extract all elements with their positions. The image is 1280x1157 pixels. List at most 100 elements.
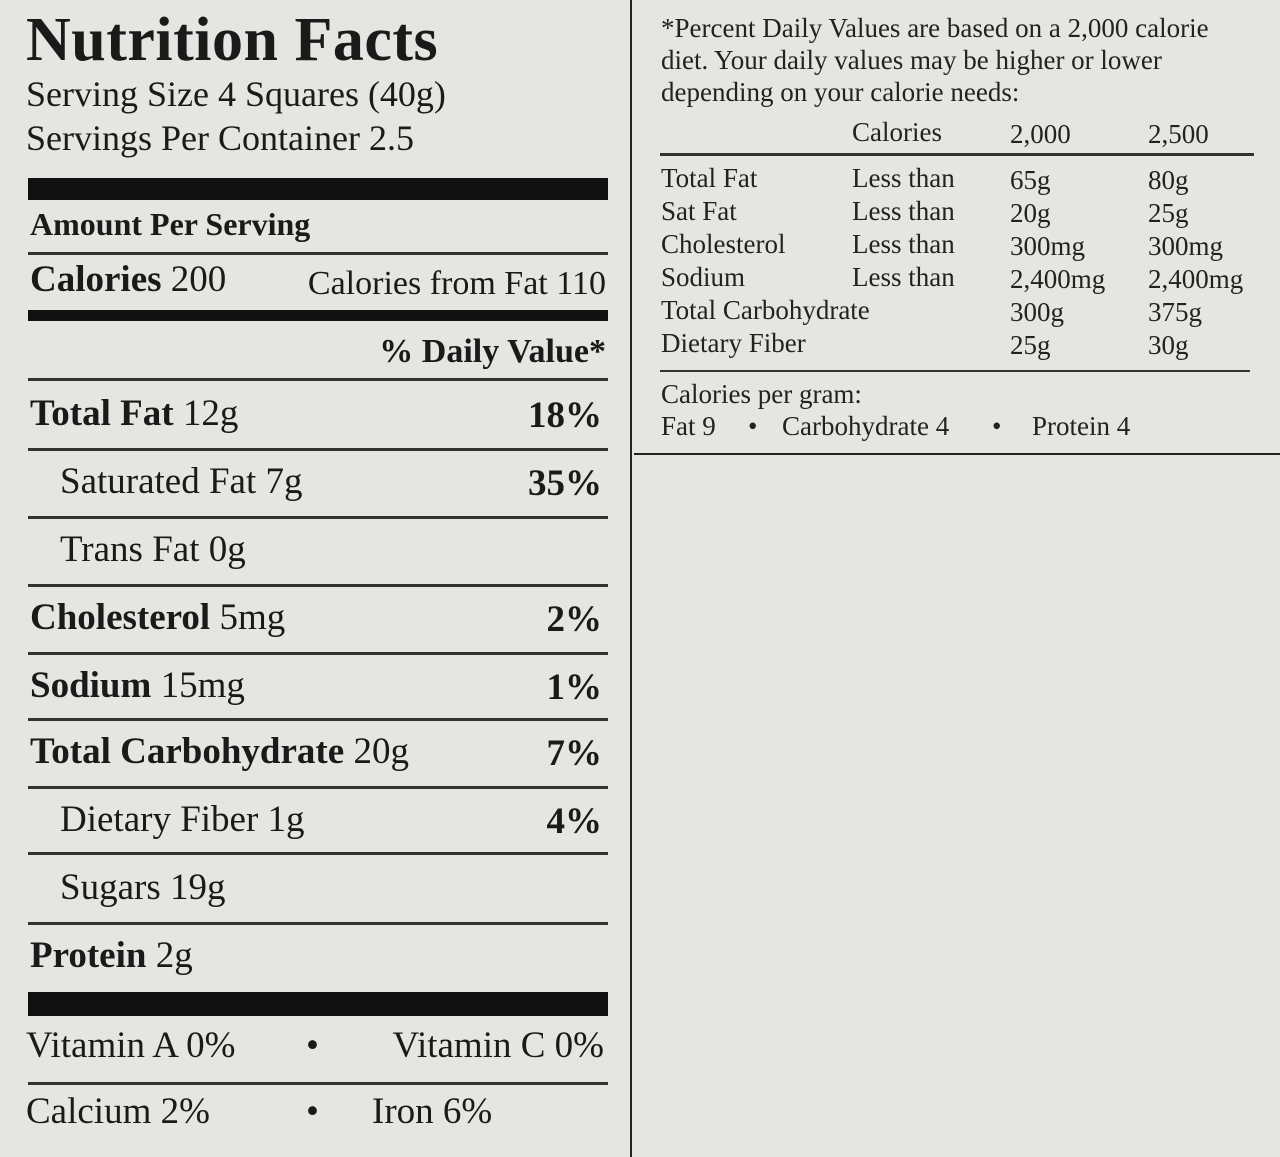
- nutrient-name: Trans Fat: [60, 529, 200, 570]
- divider: [28, 448, 608, 451]
- dv-row-qualifier: Less than: [852, 196, 955, 226]
- dv-row-2000: 65g: [1010, 165, 1051, 195]
- footnote-line-1: *Percent Daily Values are based on a 2,0…: [661, 13, 1209, 43]
- divider: [28, 378, 608, 381]
- header-calories: Calories: [852, 117, 942, 147]
- divider: [28, 516, 608, 519]
- divider: [28, 652, 608, 655]
- divider: [28, 786, 608, 789]
- nutrient-saturated-fat: Saturated Fat 7g: [60, 460, 303, 504]
- nutrient-amount: 0g: [208, 529, 246, 570]
- vitamin-c: Vitamin C 0%: [392, 1025, 604, 1066]
- dv-row-2000: 300mg: [1010, 231, 1086, 261]
- footnote-line-3: depending on your calorie needs:: [661, 77, 1020, 107]
- nutrient-total-fat: Total Fat 12g: [30, 392, 238, 436]
- dv-row-name: Cholesterol: [661, 229, 786, 259]
- nutrient-cholesterol: Cholesterol 5mg: [30, 596, 285, 640]
- dv-row-2500: 30g: [1148, 330, 1189, 360]
- calories-per-gram: Calories per gram:: [661, 379, 862, 409]
- nutrient-name: Total Fat: [30, 393, 174, 434]
- dv-row-2500: 375g: [1148, 297, 1202, 327]
- nutrient-name: Dietary Fiber: [60, 799, 259, 840]
- nutrient-amount: 5mg: [219, 597, 286, 638]
- calcium: Calcium 2%: [26, 1091, 210, 1132]
- serving-size: Serving Size 4 Squares (40g): [26, 74, 446, 114]
- dv-row-2000: 2,400mg: [1010, 264, 1106, 294]
- bullet-separator: •: [748, 411, 758, 441]
- dv-row-qualifier: Less than: [852, 163, 955, 193]
- nutrient-name: Protein: [30, 935, 147, 976]
- nutrient-amount: 7g: [265, 461, 303, 502]
- nutrient-pct: 2%: [546, 599, 603, 640]
- daily-value-header: % Daily Value*: [379, 333, 606, 370]
- nutrient-pct: 1%: [546, 667, 603, 708]
- nutrient-name: Total Carbohydrate: [30, 731, 345, 772]
- bullet-separator: •: [992, 411, 1002, 441]
- dv-row-name: Total Carbohydrate: [661, 295, 870, 325]
- divider: [28, 252, 608, 255]
- dv-row-name: Dietary Fiber: [661, 328, 806, 358]
- daily-values-footnote: *Percent Daily Values are based on a 2,0…: [634, 0, 1280, 455]
- protein-per-gram: Protein 4: [1032, 411, 1131, 441]
- nutrient-sugars: Sugars 19g: [60, 866, 225, 910]
- nutrient-dietary-fiber: Dietary Fiber 1g: [60, 798, 305, 842]
- medium-divider: [28, 310, 608, 321]
- nutrient-pct: 35%: [528, 463, 602, 504]
- dv-row-2500: 25g: [1148, 198, 1189, 228]
- nutrient-amount: 15mg: [160, 665, 245, 706]
- divider: [660, 370, 1250, 372]
- dv-row-name: Sat Fat: [661, 196, 737, 226]
- label-title: Nutrition Facts: [26, 6, 439, 74]
- thick-divider: [28, 992, 608, 1016]
- amount-per-serving: Amount Per Serving: [30, 206, 311, 242]
- fat-per-gram: Fat 9: [661, 411, 716, 441]
- header-2000: 2,000: [1010, 119, 1071, 149]
- dv-row-2000: 25g: [1010, 330, 1051, 360]
- nutrient-protein: Protein 2g: [30, 934, 193, 978]
- nutrient-pct: 18%: [528, 395, 602, 436]
- divider: [28, 852, 608, 855]
- thick-divider: [28, 178, 608, 200]
- dv-row-2000: 20g: [1010, 198, 1051, 228]
- dv-row-2000: 300g: [1010, 297, 1064, 327]
- vitamin-a: Vitamin A 0%: [26, 1025, 236, 1066]
- divider: [660, 153, 1254, 156]
- nutrition-facts-panel: Nutrition Facts Serving Size 4 Squares (…: [0, 0, 632, 1157]
- nutrient-amount: 1g: [267, 799, 305, 840]
- divider: [28, 584, 608, 587]
- calories-value: 200: [170, 259, 227, 300]
- nutrient-name: Sugars: [60, 867, 161, 908]
- dv-row-qualifier: Less than: [852, 229, 955, 259]
- header-2500: 2,500: [1148, 119, 1209, 149]
- dv-row-name: Sodium: [661, 262, 746, 292]
- iron: Iron 6%: [372, 1091, 493, 1132]
- divider: [28, 922, 608, 925]
- nutrient-pct: 7%: [546, 733, 603, 774]
- nutrient-name: Cholesterol: [30, 597, 211, 638]
- bullet-separator: •: [306, 1025, 319, 1066]
- nutrient-name: Sodium: [30, 665, 152, 706]
- calories-label: Calories: [30, 259, 162, 300]
- servings-per-container: Servings Per Container 2.5: [26, 118, 414, 158]
- nutrient-amount: 2g: [155, 935, 193, 976]
- nutrient-amount: 19g: [169, 867, 226, 908]
- bullet-separator: •: [306, 1091, 319, 1132]
- nutrient-name: Saturated Fat: [60, 461, 257, 502]
- dv-row-qualifier: Less than: [852, 262, 955, 292]
- divider: [28, 718, 608, 721]
- dv-row-2500: 2,400mg: [1148, 264, 1244, 294]
- nutrient-total-carbohydrate: Total Carbohydrate 20g: [30, 730, 409, 774]
- footnote-line-2: diet. Your daily values may be higher or…: [661, 45, 1162, 75]
- nutrient-amount: 20g: [353, 731, 409, 772]
- nutrient-amount: 12g: [182, 393, 239, 434]
- divider: [28, 1082, 608, 1085]
- nutrient-pct: 4%: [546, 801, 603, 842]
- nutrient-sodium: Sodium 15mg: [30, 664, 245, 708]
- calories-row: Calories 200: [30, 258, 226, 302]
- calories-from-fat: Calories from Fat 110: [307, 265, 606, 302]
- dv-row-name: Total Fat: [661, 163, 758, 193]
- dv-row-2500: 80g: [1148, 165, 1189, 195]
- carbohydrate-per-gram: Carbohydrate 4: [782, 411, 950, 441]
- nutrient-trans-fat: Trans Fat 0g: [60, 528, 246, 572]
- dv-row-2500: 300mg: [1148, 231, 1224, 261]
